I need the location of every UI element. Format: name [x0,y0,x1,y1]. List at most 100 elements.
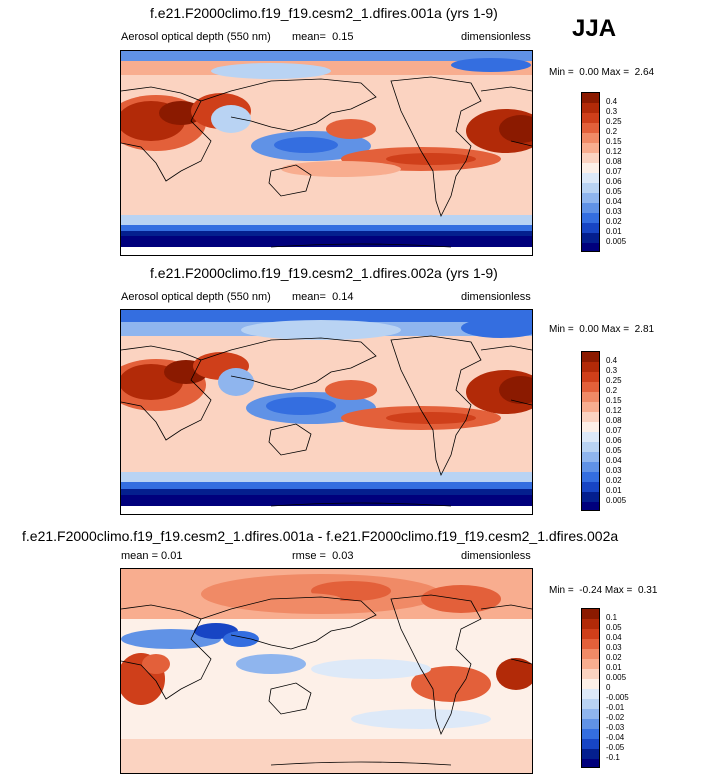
cbar1-tick: 0.12 [606,147,622,156]
cbar3-swatch [582,689,599,699]
cbar3-tick: 0.005 [606,673,627,682]
cbar2-swatch [582,482,599,492]
cbar3-tick: -0.04 [606,733,625,742]
panel-2-mean-value: 0.14 [332,291,354,303]
cbar3-swatch [582,759,599,767]
panel-1-colorbar-boxes [581,92,600,252]
cbar1-tick: 0.06 [606,177,622,186]
cbar3-swatch [582,609,599,619]
cbar1-tick: 0.04 [606,197,622,206]
cbar2-tick: 0.12 [606,406,622,415]
panel-3-field [121,569,532,773]
cbar3-swatch [582,629,599,639]
cbar2-tick: 0.3 [606,366,618,375]
cbar3-swatch [582,709,599,719]
cbar1-swatch [582,223,599,233]
cbar3-tick: 0.05 [606,623,622,632]
cbar3-tick: 0 [606,683,611,692]
cbar1-tick: 0.15 [606,137,622,146]
cbar1-swatch [582,193,599,203]
cbar2-tick: 0.06 [606,436,622,445]
cbar1-swatch [582,103,599,113]
cbar2-swatch [582,472,599,482]
cbar2-tick: 0.01 [606,486,622,495]
cbar1-swatch [582,173,599,183]
cbar2-tick: 0.07 [606,426,622,435]
panel-3-rmse-value: 0.03 [332,550,354,562]
cbar1-swatch [582,203,599,213]
cbar3-swatch [582,649,599,659]
panel-2-max-value: 2.81 [634,324,655,335]
cbar1-swatch [582,183,599,193]
panel-2-colorbar-boxes [581,351,600,511]
cbar1-tick: 0.02 [606,217,622,226]
cbar2-swatch [582,492,599,502]
cbar1-tick: 0.07 [606,167,622,176]
cbar1-tick: 0.08 [606,157,622,166]
cbar2-tick: 0.15 [606,396,622,405]
cbar2-tick: 0.005 [606,496,627,505]
cbar1-tick: 0.4 [606,97,618,106]
cbar3-swatch [582,739,599,749]
cbar2-tick: 0.2 [606,386,618,395]
panel-3-rmse-label: rmse = 0.03 [292,550,354,562]
cbar3-tick: -0.05 [606,743,625,752]
cbar1-tick: 0.01 [606,227,622,236]
cbar3-swatch [582,699,599,709]
cbar1-swatch [582,213,599,223]
panel-2-mean-label: mean= 0.14 [292,291,354,303]
panel-3-max-value: 0.31 [637,585,658,596]
cbar3-swatch [582,659,599,669]
cbar3-tick: -0.03 [606,723,625,732]
panel-3-units: dimensionless [461,550,531,562]
panel-3-minmax: Min = -0.24 Max = 0.31 [549,585,658,596]
cbar3-tick: 0.03 [606,643,622,652]
panel-1-mean-value: 0.15 [332,31,354,43]
cbar3-swatch [582,639,599,649]
cbar1-swatch [582,143,599,153]
cbar2-tick: 0.02 [606,476,622,485]
cbar1-tick: 0.03 [606,207,622,216]
cbar2-swatch [582,422,599,432]
panel-1-min-value: 0.00 [579,67,599,78]
cbar2-swatch [582,382,599,392]
cbar3-swatch [582,669,599,679]
cbar1-swatch [582,93,599,103]
panel-1-variable-label: Aerosol optical depth (550 nm) [121,31,271,43]
cbar1-swatch [582,123,599,133]
panel-1-minmax: Min = 0.00 Max = 2.64 [549,67,655,78]
cbar3-swatch [582,719,599,729]
cbar3-swatch [582,679,599,689]
cbar1-swatch [582,243,599,251]
cbar1-swatch [582,153,599,163]
cbar1-swatch [582,233,599,243]
cbar2-swatch [582,462,599,472]
panel-2-min-value: 0.00 [579,324,599,335]
panel-2-minmax: Min = 0.00 Max = 2.81 [549,324,655,335]
cbar1-tick: 0.3 [606,107,618,116]
cbar1-swatch [582,163,599,173]
cbar2-swatch [582,372,599,382]
cbar2-swatch [582,412,599,422]
cbar2-swatch [582,392,599,402]
panel-1-units: dimensionless [461,31,531,43]
panel-2-field [121,310,532,514]
cbar3-tick: -0.005 [606,693,629,702]
cbar2-swatch [582,432,599,442]
cbar3-swatch [582,619,599,629]
panel-2-variable-label: Aerosol optical depth (550 nm) [121,291,271,303]
cbar3-tick: 0.01 [606,663,622,672]
cbar2-tick: 0.04 [606,456,622,465]
cbar3-tick: 0.02 [606,653,622,662]
cbar1-tick: 0.05 [606,187,622,196]
cbar2-tick: 0.03 [606,466,622,475]
panel-3-mean-label: mean = 0.01 [121,550,183,562]
cbar1-tick: 0.25 [606,117,622,126]
panel-1-map [120,50,533,256]
cbar2-swatch [582,442,599,452]
panel-2-title: f.e21.F2000climo.f19_f19.cesm2_1.dfires.… [150,265,498,281]
cbar1-tick: 0.005 [606,237,627,246]
panel-1-mean-label: mean= 0.15 [292,31,354,43]
cbar2-swatch [582,352,599,362]
cbar1-swatch [582,133,599,143]
